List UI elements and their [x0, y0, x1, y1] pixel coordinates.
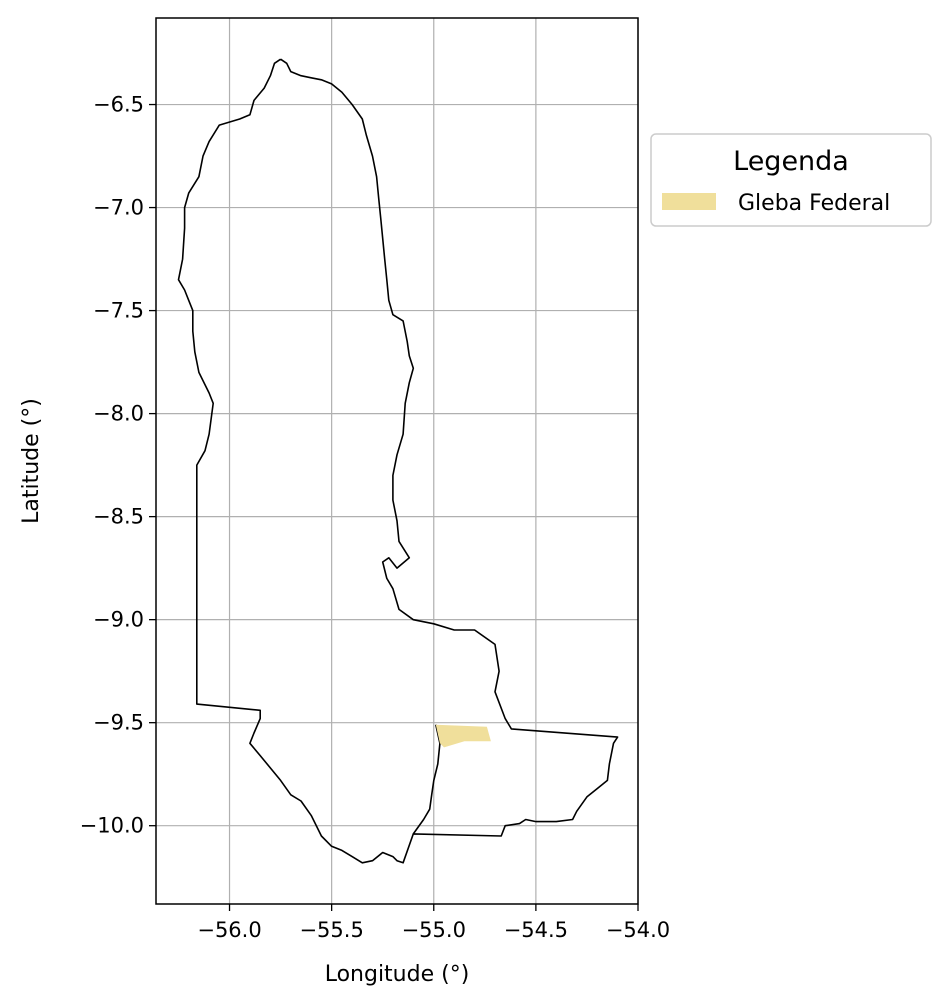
- gleba-federal-shape: [435, 724, 491, 748]
- legend: Legenda Gleba Federal: [650, 133, 932, 227]
- legend-frame: [650, 133, 932, 227]
- y-tick-label: −7.5: [93, 299, 144, 323]
- x-tick-label: −55.0: [402, 918, 466, 942]
- legend-title: Legenda: [733, 146, 849, 177]
- legend-swatch-gleba-federal: [662, 193, 716, 210]
- y-tick-label: −9.0: [93, 608, 144, 632]
- y-axis-label: Latitude (°): [19, 398, 44, 524]
- x-tick-label: −55.5: [299, 918, 363, 942]
- x-tick-label: −56.0: [197, 918, 261, 942]
- y-tick-label: −9.5: [93, 711, 144, 735]
- legend-label-gleba-federal: Gleba Federal: [738, 191, 890, 216]
- municipality-boundary-shape: [177, 58, 619, 864]
- x-axis-label: Longitude (°): [325, 962, 470, 987]
- x-tick-label: −54.0: [606, 918, 670, 942]
- y-tick-label: −8.5: [93, 505, 144, 529]
- axis-ticks: −56.0 −55.5 −55.0 −54.5 −54.0 −6.5 −7.0 −7.5 −8.…: [80, 93, 671, 942]
- plot-frame: [155, 17, 639, 905]
- y-tick-label: −8.0: [93, 402, 144, 426]
- y-tick-label: −6.5: [93, 93, 144, 117]
- y-tick-label: −7.0: [93, 196, 144, 220]
- inner-boundary-line-shape: [412, 724, 441, 835]
- x-tick-label: −54.5: [504, 918, 568, 942]
- grid-lines: [156, 18, 639, 904]
- y-tick-label: −10.0: [80, 814, 144, 838]
- map-layers: [177, 58, 619, 864]
